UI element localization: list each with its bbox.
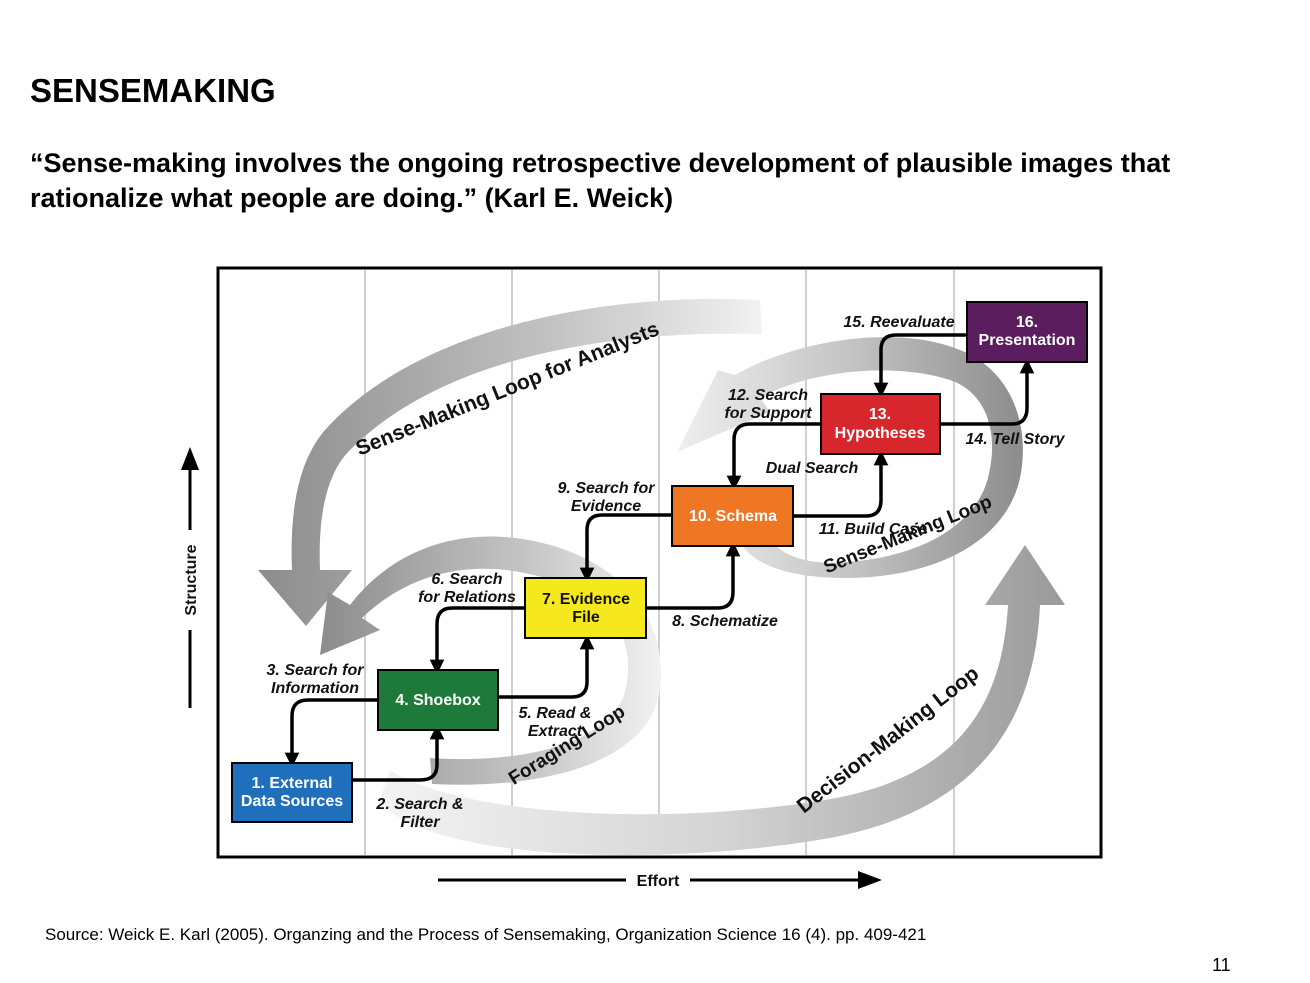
y-axis: Structure xyxy=(181,447,200,708)
svg-text:6. Search: 6. Search xyxy=(431,571,502,588)
svg-text:Dual Search: Dual Search xyxy=(766,460,859,477)
svg-text:7. Evidence: 7. Evidence xyxy=(542,591,630,608)
box-evidence-file: 7. Evidence File xyxy=(524,577,647,639)
slide-title: SENSEMAKING xyxy=(30,72,276,109)
svg-text:15. Reevaluate: 15. Reevaluate xyxy=(843,314,954,331)
svg-text:3. Search for: 3. Search for xyxy=(267,662,365,679)
svg-text:10. Schema: 10. Schema xyxy=(689,508,777,525)
step-label-6: 6. Search for Relations xyxy=(418,571,516,606)
step-label-12: 12. Search for Support xyxy=(724,387,812,422)
svg-text:2. Search &: 2. Search & xyxy=(375,796,463,813)
source-citation: Source: Weick E. Karl (2005). Organzing … xyxy=(45,925,927,944)
analysts-loop-arc xyxy=(258,298,762,626)
svg-text:for Support: for Support xyxy=(724,405,812,422)
svg-text:Evidence: Evidence xyxy=(571,498,641,515)
x-axis-label: Effort xyxy=(637,873,680,890)
step-label-11: 11. Build Case xyxy=(819,521,927,538)
step-label-3: 3. Search for Information xyxy=(267,662,365,697)
step-label-2: 2. Search & Filter xyxy=(375,796,463,831)
svg-text:14. Tell Story: 14. Tell Story xyxy=(966,431,1066,448)
decision-loop-arc xyxy=(380,545,1065,855)
svg-text:9. Search for: 9. Search for xyxy=(558,480,656,497)
box-hypotheses: 13. Hypotheses xyxy=(820,393,941,455)
box-presentation: 16. Presentation xyxy=(966,301,1088,363)
svg-text:Filter: Filter xyxy=(400,814,440,831)
dual-search-label: Dual Search xyxy=(766,460,859,477)
step-label-8: 8. Schematize xyxy=(672,613,778,630)
svg-text:for Relations: for Relations xyxy=(418,589,516,606)
step-label-9: 9. Search for Evidence xyxy=(558,480,656,515)
box-schema: 10. Schema xyxy=(671,485,794,547)
step-label-5: 5. Read & Extract xyxy=(519,705,592,740)
x-axis: Effort xyxy=(438,871,882,890)
svg-text:11. Build Case: 11. Build Case xyxy=(819,521,927,538)
step-label-14: 14. Tell Story xyxy=(966,431,1066,448)
svg-text:12. Search: 12. Search xyxy=(728,387,808,404)
y-axis-label: Structure xyxy=(183,544,200,615)
svg-text:Data Sources: Data Sources xyxy=(241,793,343,810)
svg-text:5. Read &: 5. Read & xyxy=(519,705,592,722)
flow-arrows xyxy=(284,333,1035,782)
page-number: 11 xyxy=(1212,955,1231,975)
svg-text:Presentation: Presentation xyxy=(979,332,1076,349)
box-shoebox: 4. Shoebox xyxy=(377,669,499,731)
svg-text:16.: 16. xyxy=(1016,314,1038,331)
step-label-15: 15. Reevaluate xyxy=(843,314,954,331)
svg-text:13.: 13. xyxy=(869,406,891,423)
box-external-data-sources: 1. External Data Sources xyxy=(231,762,353,823)
slide-quote: “Sense-making involves the ongoing retro… xyxy=(30,148,1171,213)
svg-text:1. External: 1. External xyxy=(252,775,333,792)
svg-text:4. Shoebox: 4. Shoebox xyxy=(395,692,480,709)
svg-text:Hypotheses: Hypotheses xyxy=(835,425,926,442)
svg-text:8. Schematize: 8. Schematize xyxy=(672,613,778,630)
svg-text:Information: Information xyxy=(271,680,359,697)
svg-text:File: File xyxy=(572,609,600,626)
svg-text:Extract: Extract xyxy=(528,723,583,740)
